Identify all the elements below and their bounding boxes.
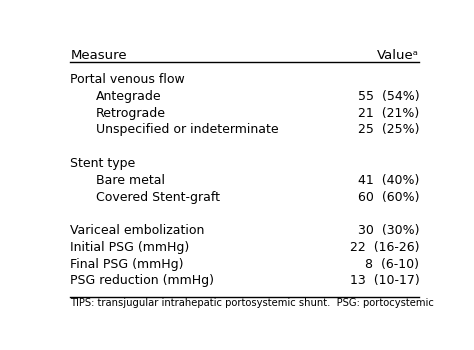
Text: Variceal embolization: Variceal embolization <box>70 224 205 237</box>
Text: Bare metal: Bare metal <box>96 174 165 187</box>
Text: 30  (30%): 30 (30%) <box>358 224 419 237</box>
Text: 41  (40%): 41 (40%) <box>358 174 419 187</box>
Text: Final PSG (mmHg): Final PSG (mmHg) <box>70 258 184 271</box>
Text: Portal venous flow: Portal venous flow <box>70 73 185 86</box>
Text: Measure: Measure <box>70 49 127 62</box>
Text: Valueᵃ: Valueᵃ <box>377 49 419 62</box>
Text: Retrograde: Retrograde <box>96 107 166 120</box>
Text: Stent type: Stent type <box>70 157 136 170</box>
Text: 13  (10-17): 13 (10-17) <box>349 274 419 287</box>
Text: 21  (21%): 21 (21%) <box>358 107 419 120</box>
Text: 60  (60%): 60 (60%) <box>358 190 419 204</box>
Text: TIPS: transjugular intrahepatic portosystemic shunt.  PSG: portocystemic: TIPS: transjugular intrahepatic portosys… <box>70 298 434 308</box>
Text: 25  (25%): 25 (25%) <box>358 123 419 136</box>
Text: Unspecified or indeterminate: Unspecified or indeterminate <box>96 123 279 136</box>
Text: 22  (16-26): 22 (16-26) <box>350 241 419 254</box>
Text: 8  (6-10): 8 (6-10) <box>357 258 419 271</box>
Text: 55  (54%): 55 (54%) <box>357 90 419 103</box>
Text: Antegrade: Antegrade <box>96 90 162 103</box>
Text: Initial PSG (mmHg): Initial PSG (mmHg) <box>70 241 190 254</box>
Text: PSG reduction (mmHg): PSG reduction (mmHg) <box>70 274 214 287</box>
Text: Covered Stent-graft: Covered Stent-graft <box>96 190 220 204</box>
